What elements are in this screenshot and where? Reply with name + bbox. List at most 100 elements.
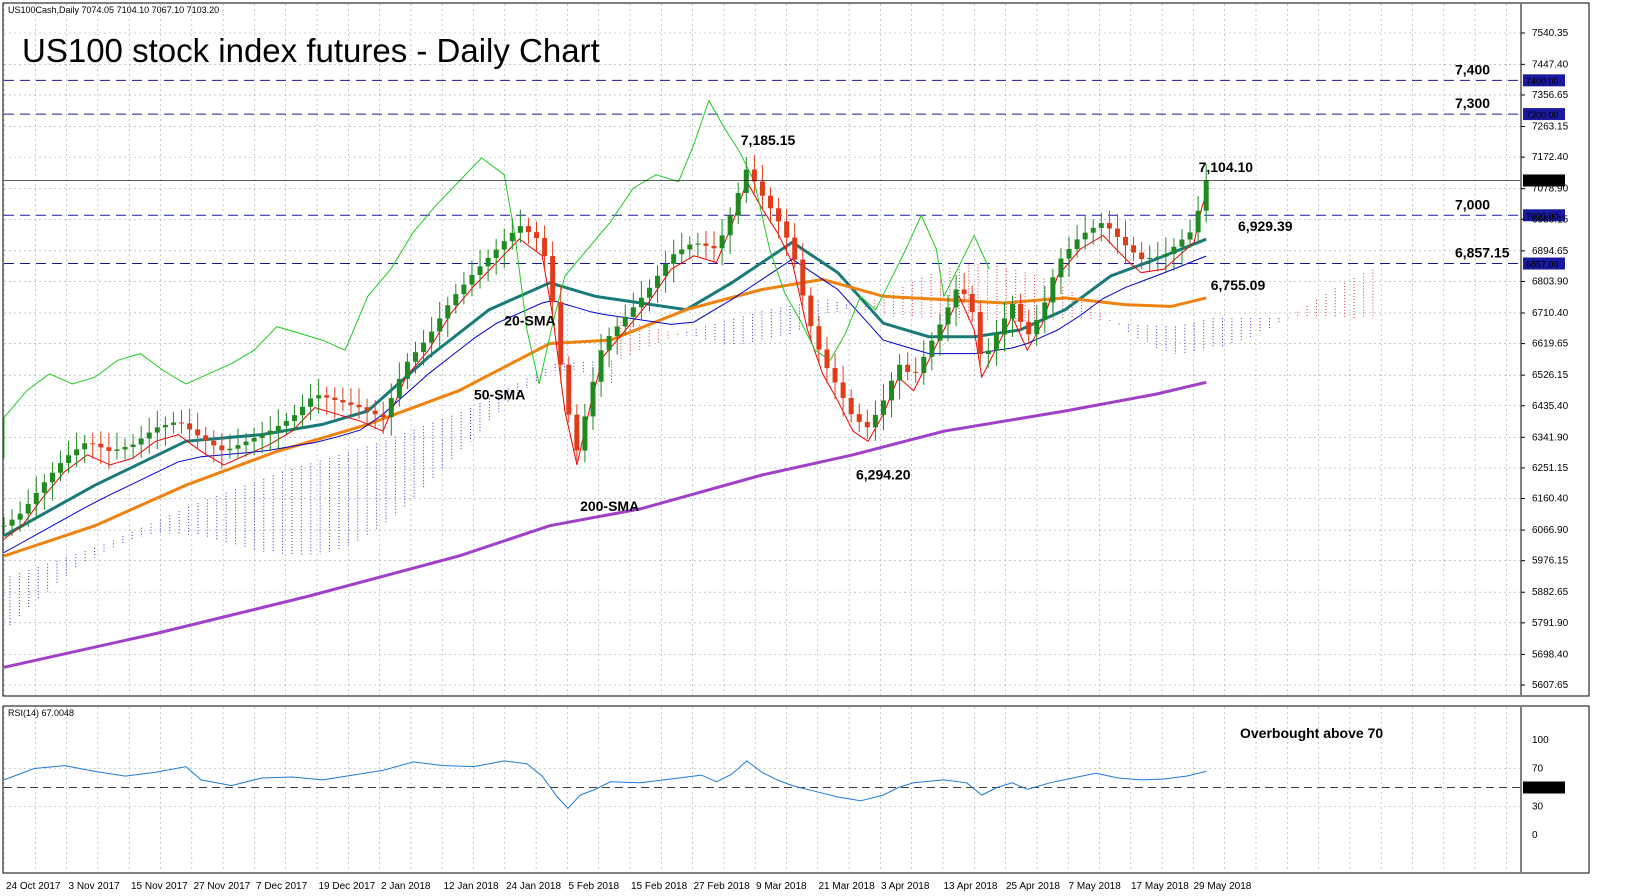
candle-body [340,400,346,403]
candle-body [921,356,927,373]
candle-body [33,492,39,504]
level-tag-text: 7300.00 [1526,110,1559,120]
candle-body [985,350,991,355]
chart-title: US100 stock index futures - Daily Chart [22,32,600,69]
candle-body [154,427,160,433]
level-tag [1523,209,1565,222]
candle-body [380,414,386,418]
candle-body [1155,256,1161,258]
candle-body [1010,303,1016,319]
kijun-line [3,255,1207,554]
candle-body [759,181,765,196]
candle-body [1090,227,1096,233]
price-tick-label: 6526.15 [1532,370,1569,381]
date-label: 7 Dec 2017 [256,881,308,892]
candle-body [404,361,410,379]
candle-body [283,421,289,426]
candle-body [162,424,168,428]
price-tick-label: 7172.40 [1532,152,1569,163]
candle-body [1001,318,1007,335]
rsi-50-tag [1523,781,1565,794]
candle-body [824,349,830,369]
candle-body [558,302,564,365]
candle-body [582,416,588,451]
candle-body [727,215,733,236]
candle-body [300,406,306,416]
candle-body [679,249,685,255]
candle-body [751,169,757,182]
candle-body [808,295,814,327]
price-tick-label: 5791.90 [1532,618,1569,629]
current-price-tag [1523,174,1565,187]
annotation-label: 7,185.15 [741,132,796,148]
candle-body [929,340,935,357]
date-label: 7 May 2018 [1069,881,1122,892]
candle-body [146,432,152,439]
candle-body [429,331,435,343]
candle-body [711,245,717,249]
date-label: 15 Nov 2017 [131,881,188,892]
candle-body [864,421,870,428]
candle-body [703,243,709,246]
candle-body [542,238,548,257]
candle-body [905,364,911,372]
candle-body [396,378,402,399]
candle-body [1026,321,1032,335]
candle-body [227,448,233,451]
candle-body [1203,180,1209,211]
candle-body [195,429,201,436]
candle-body [1123,236,1129,246]
candle-body [388,398,394,418]
candle-body [485,257,491,267]
price-tick-label: 6803.90 [1532,276,1569,287]
candle-body [574,414,580,451]
level-tag-text: 7400.00 [1526,76,1559,86]
level-label: 6,857.15 [1455,245,1510,261]
date-label: 24 Jan 2018 [506,881,561,892]
level-label: 7,300 [1455,95,1490,111]
rsi-tick-label: 0 [1532,830,1538,841]
candle-body [122,447,128,450]
candle-body [743,169,749,193]
price-panel [2,2,1590,697]
candle-body [784,221,790,238]
candle-body [1131,245,1137,253]
candle-body [421,342,427,353]
date-label: 19 Dec 2017 [319,881,376,892]
candle-body [82,443,88,450]
level-tag-text: 6857.00 [1526,260,1559,270]
candle-body [170,422,176,425]
annotation-label: 6,294.20 [856,466,911,482]
date-label: 25 Apr 2018 [1006,881,1060,892]
gridlines [3,4,1522,872]
rsi-line [3,760,1207,810]
candle-body [816,326,822,350]
rsi-tick-label: 50.0000 [1526,784,1559,794]
candle-body [57,463,63,473]
level-label: 7,400 [1455,61,1490,77]
candle-body [1018,303,1024,322]
candle-body [1147,257,1153,260]
candle-body [493,249,499,258]
candle-body [832,368,838,383]
price-tick-label: 7078.90 [1532,184,1569,195]
candle-body [509,232,515,242]
candle-body [1,525,7,527]
rsi-tick-label: 70 [1532,764,1544,775]
candle-body [1179,239,1185,247]
date-label: 17 May 2018 [1131,881,1189,892]
candle-body [1050,277,1056,303]
candle-body [25,503,31,514]
price-tick-label: 6710.40 [1532,308,1569,319]
candle-body [800,259,806,296]
candle-body [1106,223,1112,229]
candle-body [606,335,612,351]
level-tag [1523,257,1565,270]
candle-body [566,364,572,415]
candle-body [348,402,354,405]
candle-body [848,397,854,415]
candle-body [880,400,886,415]
candle-body [598,350,604,382]
candle-body [445,305,451,319]
candle-body [453,294,459,306]
